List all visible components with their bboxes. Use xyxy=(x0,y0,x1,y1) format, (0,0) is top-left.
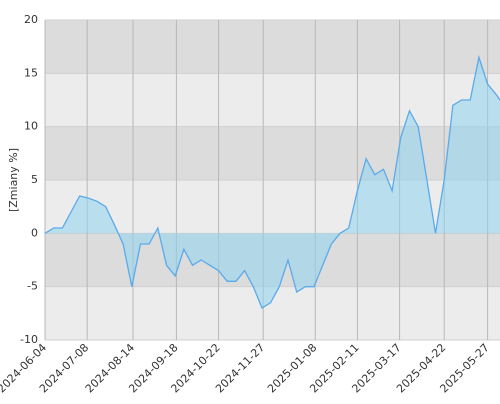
y-axis-label: [Zmiany %] xyxy=(7,148,20,212)
grid-band xyxy=(45,73,500,127)
y-tick-label: 15 xyxy=(24,66,38,79)
line xyxy=(44,54,500,309)
grid-band xyxy=(45,20,500,74)
y-tick-label: 20 xyxy=(24,13,38,26)
area-fill xyxy=(45,57,500,308)
y-tick-label: -10 xyxy=(20,333,38,346)
y-tick-label: 10 xyxy=(24,120,38,133)
y-tick-label: -5 xyxy=(27,280,38,293)
y-tick-label: 5 xyxy=(31,173,38,186)
y-tick-label: 0 xyxy=(31,226,38,239)
grid-band xyxy=(45,126,500,180)
